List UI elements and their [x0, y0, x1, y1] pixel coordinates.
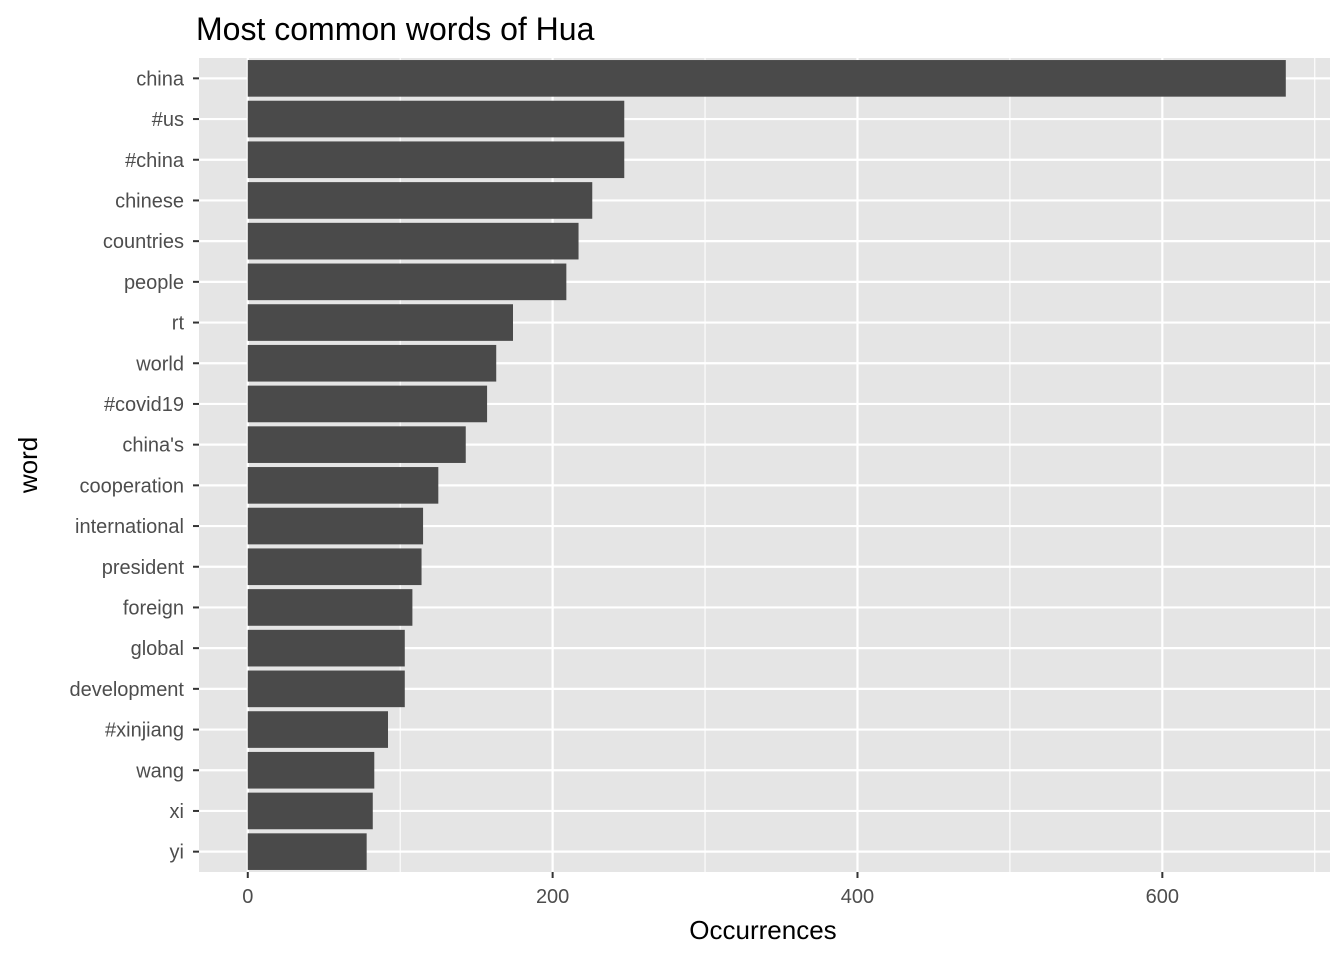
y-tick-label: cooperation [79, 475, 184, 497]
y-tick-label: wang [135, 760, 184, 782]
bar-international [247, 507, 424, 545]
y-tick-label: international [75, 516, 184, 538]
bar-people [247, 263, 567, 301]
y-tick-label: xi [170, 801, 184, 823]
y-tick-label: china's [122, 435, 184, 457]
y-tick-label: yi [170, 842, 184, 864]
bar-#china [247, 141, 625, 179]
bar-countries [247, 222, 579, 260]
bar-chinese [247, 182, 593, 219]
bar-#covid19 [247, 385, 488, 423]
x-axis: 0 200 400 600 [242, 872, 1179, 908]
y-axis-title: word [13, 437, 43, 494]
y-tick-label: #covid19 [104, 394, 184, 416]
y-tick-label: #xinjiang [105, 720, 184, 742]
bar-#xinjiang [247, 711, 389, 748]
bar-wang [247, 751, 375, 789]
bar-global [247, 629, 405, 667]
y-tick-label: #us [152, 109, 184, 131]
y-tick-label: world [135, 353, 184, 375]
y-tick-label: #china [125, 150, 185, 172]
y-tick-label: rt [172, 313, 185, 335]
x-tick-label: 0 [242, 886, 253, 908]
bar-china [247, 60, 1286, 97]
bar-rt [247, 304, 513, 341]
bar-china's [247, 426, 466, 463]
bar-yi [247, 833, 367, 870]
y-tick-label: foreign [123, 597, 184, 619]
x-tick-label: 600 [1146, 886, 1179, 908]
y-axis: china #us #china chinese countries people rt wo… [69, 68, 199, 864]
chart-title: Most common words of Hua [196, 11, 595, 47]
x-axis-title: Occurrences [689, 915, 836, 945]
x-tick-label: 400 [841, 886, 874, 908]
bar-cooperation [247, 467, 439, 504]
bar-development [247, 670, 405, 708]
y-tick-label: president [102, 557, 185, 579]
y-tick-label: china [136, 68, 185, 90]
y-tick-label: global [131, 638, 184, 660]
bar-president [247, 548, 422, 586]
bar-foreign [247, 589, 413, 626]
bar-xi [247, 792, 373, 830]
y-tick-label: countries [103, 231, 184, 253]
y-tick-label: people [124, 272, 184, 294]
plot-panel [199, 58, 1330, 872]
bars [247, 60, 1286, 870]
bar-#us [247, 100, 625, 138]
y-tick-label: development [69, 679, 184, 701]
bar-world [247, 344, 497, 382]
y-tick-label: chinese [115, 190, 184, 212]
x-tick-label: 200 [536, 886, 569, 908]
